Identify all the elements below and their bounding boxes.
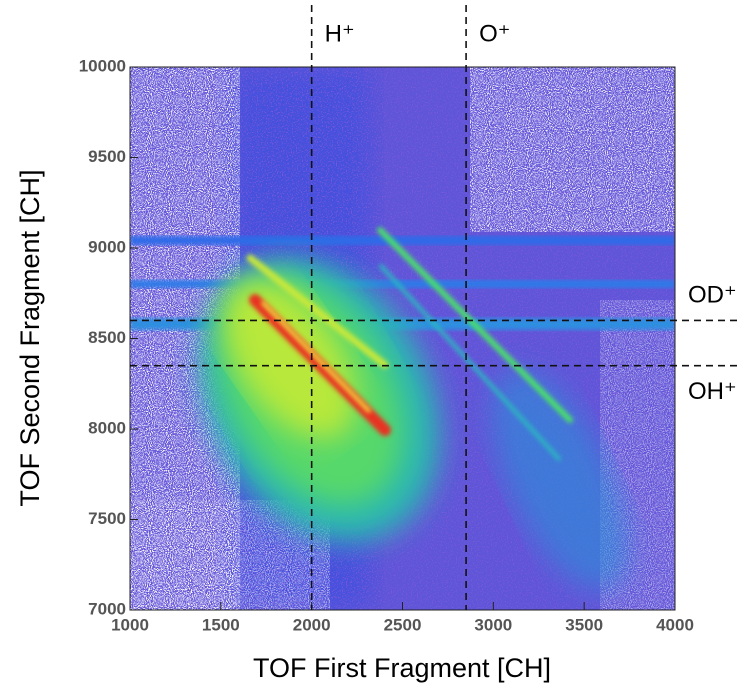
y-tick-label: 7500 — [88, 509, 126, 528]
y-tick-label: 7000 — [88, 599, 126, 618]
y-tick-label: 8000 — [88, 418, 126, 437]
reference-label: OH⁺ — [688, 378, 737, 405]
x-tick-label: 1000 — [111, 615, 149, 634]
x-tick-label: 1500 — [202, 615, 240, 634]
y-tick-label: 10000 — [79, 56, 126, 75]
x-tick-label: 2000 — [293, 615, 331, 634]
x-tick-label: 3500 — [565, 615, 603, 634]
y-tick-label: 8500 — [88, 328, 126, 347]
reference-label: H⁺ — [325, 20, 355, 47]
y-tick-label: 9000 — [88, 237, 126, 256]
x-tick-label: 4000 — [656, 615, 694, 634]
x-tick-label: 3000 — [474, 615, 512, 634]
y-tick-label: 9500 — [88, 147, 126, 166]
x-axis-label: TOF First Fragment [CH] — [253, 653, 551, 683]
reference-label: OD⁺ — [688, 282, 737, 309]
density-image — [130, 67, 675, 610]
reference-label: O⁺ — [479, 20, 510, 47]
x-tick-label: 2500 — [384, 615, 422, 634]
y-axis-label: TOF Second Fragment [CH] — [15, 169, 45, 506]
